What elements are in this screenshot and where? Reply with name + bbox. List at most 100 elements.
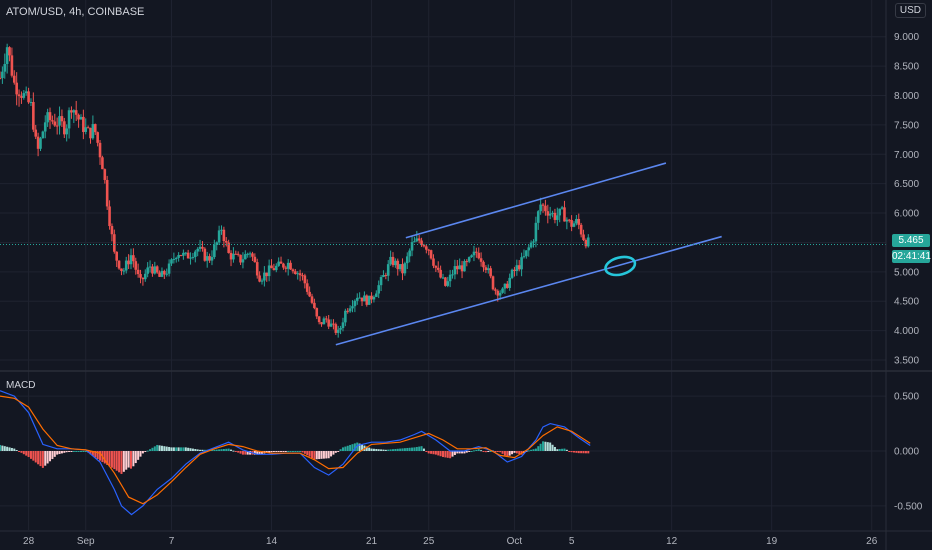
candle-body (227, 242, 230, 253)
macd-histogram-bar (277, 451, 280, 452)
candle-body (563, 207, 566, 222)
macd-histogram-bar (75, 451, 78, 452)
candle-body (575, 218, 578, 224)
price-tick-label: 4.500 (894, 297, 919, 308)
candle-body (0, 77, 2, 79)
macd-histogram-bar (480, 450, 483, 452)
candle-body (160, 270, 164, 277)
price-tick-label: 3.500 (894, 356, 919, 367)
macd-histogram-bar (534, 448, 537, 451)
candle-body (324, 318, 328, 320)
candle-body (136, 269, 140, 275)
candle-body (348, 308, 352, 312)
candle-body (189, 257, 192, 259)
macd-histogram-bar (432, 451, 435, 455)
candle-body (341, 322, 345, 329)
exchange-label: COINBASE (87, 6, 145, 18)
macd-histogram-bar (301, 451, 304, 453)
macd-histogram-bar (339, 449, 342, 451)
candle-body (582, 234, 585, 241)
candle-body (517, 265, 521, 270)
macd-histogram-bar (15, 449, 18, 451)
candle-body (377, 285, 380, 294)
time-tick-label: Oct (507, 536, 523, 547)
macd-histogram-bar (144, 451, 147, 453)
macd-histogram-bar (553, 446, 556, 451)
candle-body (448, 274, 452, 282)
candle-body (367, 295, 371, 305)
macd-histogram-bar (44, 451, 47, 466)
candle-body (196, 248, 199, 252)
candle-body (460, 265, 464, 272)
macd-histogram-bar (549, 442, 552, 451)
candle-body (489, 268, 492, 277)
candle-body (294, 271, 297, 274)
macd-histogram-bar (503, 451, 506, 456)
macd-histogram-bar (389, 449, 392, 451)
candle-body (556, 215, 559, 220)
macd-histogram-bar (320, 451, 323, 459)
macd-pane[interactable] (0, 390, 591, 516)
candle-body (3, 64, 7, 72)
candle-body (529, 242, 533, 248)
candle-body (263, 272, 266, 281)
candle-body (539, 204, 542, 212)
candle-body (270, 265, 273, 269)
macd-histogram-bar (489, 451, 492, 452)
macd-histogram-bar (241, 451, 244, 455)
candle-body (65, 128, 68, 135)
candle-body (534, 222, 538, 242)
candle-body (217, 230, 221, 243)
macd-histogram-bar (427, 451, 430, 454)
symbol-label: ATOM/USD (6, 6, 64, 18)
price-pane[interactable] (0, 43, 886, 346)
candle-body (239, 254, 242, 263)
macd-histogram-bar (349, 444, 352, 451)
candle-body (486, 268, 490, 271)
candle-body (567, 219, 571, 221)
macd-histogram-bar (420, 446, 423, 451)
candle-body (496, 290, 500, 296)
candle-body (579, 224, 583, 235)
macd-histogram-bar (77, 451, 80, 452)
macd-histogram-bar (6, 446, 9, 451)
macd-histogram-bar (487, 451, 490, 452)
macd-histogram-bar (577, 451, 580, 454)
candle-body (501, 288, 504, 293)
macd-histogram-bar (84, 451, 87, 452)
currency-button[interactable]: USD (894, 3, 926, 18)
macd-histogram-bar (213, 449, 216, 451)
macd-histogram-bar (249, 451, 252, 455)
macd-histogram-bar (472, 450, 475, 452)
candle-body (143, 273, 147, 280)
macd-histogram-bar (384, 449, 387, 451)
candle-body (172, 259, 176, 261)
candle-body (358, 297, 361, 299)
macd-histogram-bar (372, 448, 375, 451)
candle-body (422, 245, 426, 247)
candle-body (544, 205, 547, 212)
candle-body (484, 267, 488, 271)
macd-histogram-bar (382, 449, 385, 451)
candle-body (117, 260, 121, 269)
macd-histogram-bar (46, 451, 49, 464)
candle-body (258, 275, 261, 282)
price-tick-label: 9.000 (894, 32, 919, 43)
candle-body (67, 110, 71, 129)
macd-histogram-bar (537, 446, 540, 451)
candle-body (198, 246, 202, 249)
macd-histogram-bar (561, 448, 564, 451)
macd-histogram-bar (218, 449, 221, 451)
macd-histogram-bar (422, 448, 425, 451)
candle-body (17, 94, 21, 97)
candle-body (458, 265, 461, 270)
candle-body (32, 102, 35, 130)
macd-histogram-bar (508, 451, 511, 456)
macd-histogram-bar (513, 451, 516, 453)
candle-body (167, 263, 171, 274)
candle-body (408, 250, 411, 257)
macd-histogram-bar (141, 451, 144, 454)
macd-histogram-bar (311, 451, 314, 459)
candle-body (584, 240, 588, 247)
